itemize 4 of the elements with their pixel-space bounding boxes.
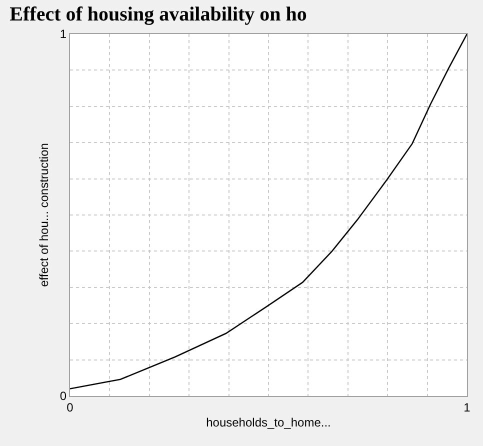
- x-axis-title: households_to_home...: [206, 415, 331, 430]
- chart-title: Effect of housing availability on ho: [10, 4, 307, 26]
- y-axis-title: effect of hou... construction: [37, 143, 52, 287]
- line-series: [70, 34, 467, 390]
